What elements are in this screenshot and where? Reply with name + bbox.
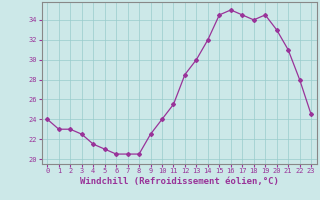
- X-axis label: Windchill (Refroidissement éolien,°C): Windchill (Refroidissement éolien,°C): [80, 177, 279, 186]
